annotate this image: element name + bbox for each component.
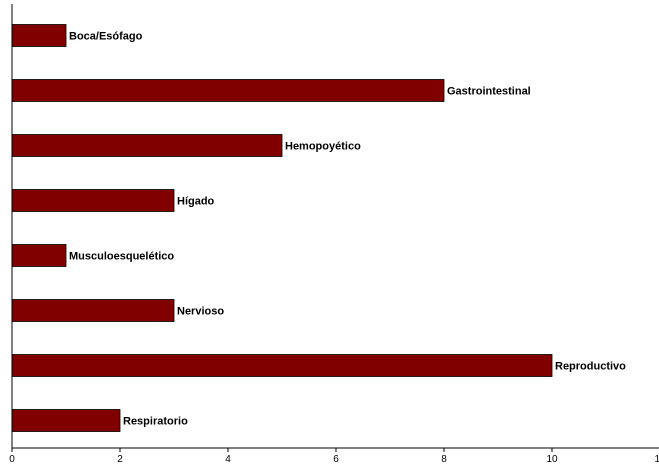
bar-label-1: Gastrointestinal xyxy=(447,86,531,98)
x-tick-label-2: 4 xyxy=(225,454,231,464)
bar-1 xyxy=(11,79,445,102)
bar-label-2: Hemopoyético xyxy=(285,141,361,153)
bar-label-3: Hígado xyxy=(177,196,215,208)
x-tick-label-1: 2 xyxy=(117,454,123,464)
bar-label-6: Reproductivo xyxy=(555,361,626,373)
bar-label-7: Respiratorio xyxy=(123,416,188,428)
x-tick-label-5: 10 xyxy=(546,454,558,464)
bar-0 xyxy=(11,24,67,47)
bar-5 xyxy=(11,299,175,322)
bar-4 xyxy=(11,244,67,267)
bar-labels-group: Boca/Esófago Gastrointestinal Hemopoyético… xyxy=(69,31,626,428)
x-tick-label-4: 8 xyxy=(441,454,447,464)
bar-label-4: Musculoesquelético xyxy=(69,251,174,263)
bar-6 xyxy=(11,354,553,377)
x-tick-label-3: 6 xyxy=(333,454,339,464)
x-tick-label-6: 12 xyxy=(654,454,659,464)
bar-7 xyxy=(11,409,121,432)
bar-label-0: Boca/Esófago xyxy=(69,31,143,43)
bar-2 xyxy=(11,134,283,157)
bar-3 xyxy=(11,189,175,212)
x-tick-label-0: 0 xyxy=(9,454,15,464)
x-axis: 0 2 4 6 8 10 12 xyxy=(9,4,659,464)
bar-label-5: Nervioso xyxy=(177,306,224,318)
